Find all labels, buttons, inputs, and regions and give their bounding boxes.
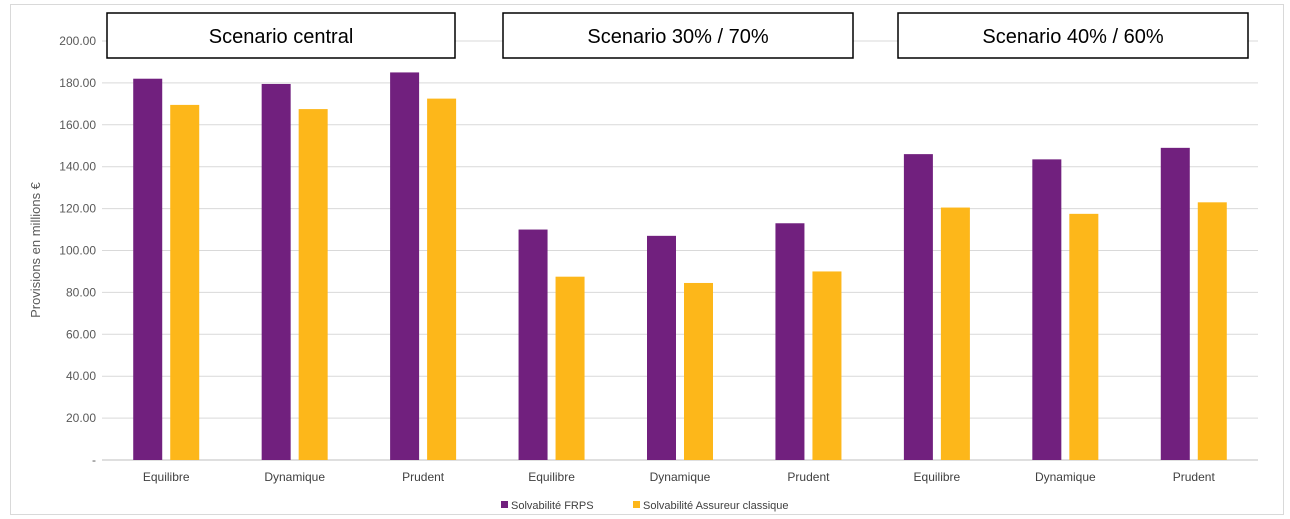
bar-frps	[390, 72, 420, 461]
bar-frps	[903, 154, 933, 460]
bar-frps	[1160, 147, 1190, 460]
y-tick-label: 120.00	[59, 202, 96, 216]
bar-assureur-classique	[1197, 202, 1227, 460]
bar-assureur-classique	[1069, 213, 1099, 460]
x-tick-label: Prudent	[402, 470, 445, 484]
scenario-box	[502, 12, 854, 59]
bar-assureur-classique	[812, 271, 842, 460]
y-tick-label: 100.00	[59, 244, 96, 258]
bar-frps	[261, 83, 291, 460]
bar-assureur-classique	[170, 104, 200, 461]
y-axis-title: Provisions en millions €	[28, 181, 43, 318]
bar-frps	[518, 229, 548, 460]
x-tick-label: Dynamique	[650, 470, 711, 484]
chart-frame	[10, 4, 1284, 515]
y-tick-label: 40.00	[66, 369, 96, 383]
scenario-box	[897, 12, 1249, 59]
bar-frps	[775, 223, 805, 460]
scenario-label: Scenario 40% / 60%	[982, 26, 1163, 48]
legend-swatch	[633, 501, 640, 508]
y-tick-label: 20.00	[66, 411, 96, 425]
scenario-label: Scenario 30% / 70%	[587, 26, 768, 48]
x-tick-label: Equilibre	[914, 470, 961, 484]
y-tick-label: 160.00	[59, 118, 96, 132]
x-tick-label: Dynamique	[1035, 470, 1096, 484]
y-tick-label: 80.00	[66, 285, 96, 299]
x-tick-label: Equilibre	[528, 470, 575, 484]
bar-frps	[1032, 159, 1062, 460]
y-tick-label: -	[92, 453, 96, 467]
legend-label: Solvabilité FRPS	[511, 500, 594, 512]
y-tick-label: 60.00	[66, 327, 96, 341]
legend-label: Solvabilité Assureur classique	[643, 500, 789, 512]
bar-assureur-classique	[555, 276, 585, 460]
scenario-label: Scenario central	[209, 26, 354, 48]
y-tick-label: 180.00	[59, 76, 96, 90]
y-tick-label: 200.00	[59, 34, 96, 48]
legend-swatch	[501, 501, 508, 508]
bar-frps	[647, 235, 676, 460]
bar-assureur-classique	[298, 109, 328, 461]
bar-assureur-classique	[427, 98, 457, 461]
x-tick-label: Dynamique	[264, 470, 325, 484]
bar-frps	[133, 78, 163, 461]
bar-assureur-classique	[684, 282, 713, 460]
x-tick-label: Prudent	[787, 470, 830, 484]
x-tick-label: Equilibre	[143, 470, 190, 484]
bar-assureur-classique	[940, 207, 970, 460]
scenario-box	[106, 12, 456, 59]
x-tick-label: Prudent	[1173, 470, 1216, 484]
y-tick-label: 140.00	[59, 160, 96, 174]
